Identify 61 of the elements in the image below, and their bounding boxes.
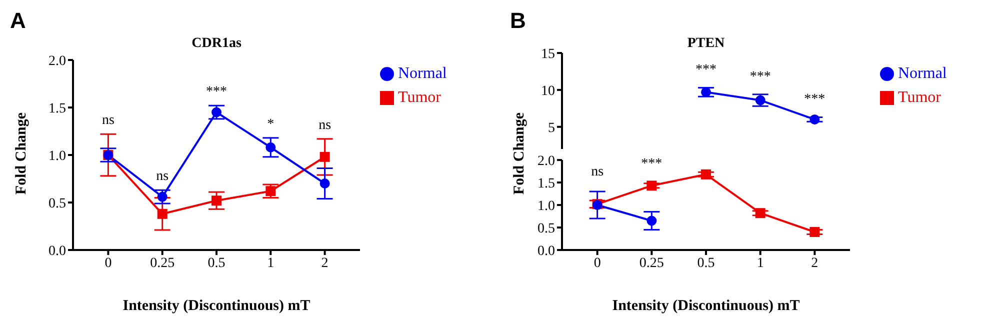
- x-tick-label: 1: [267, 256, 274, 271]
- chart-title: PTEN: [686, 36, 726, 52]
- point: [212, 107, 222, 118]
- x-tick-label: 0.5: [208, 256, 226, 271]
- x-tick-label: 0.25: [150, 256, 175, 271]
- point: [646, 216, 657, 226]
- legend-label: Tumor: [398, 89, 441, 106]
- x-tick-label: 0: [594, 256, 601, 271]
- annotation: ***: [641, 156, 662, 172]
- legend-label: Tumor: [898, 89, 941, 106]
- point: [212, 196, 222, 206]
- point: [701, 87, 711, 98]
- point: [266, 186, 276, 196]
- chart-title: CDR1as: [190, 36, 242, 52]
- x-axis-title: Intensity (Discontinuous) mT: [611, 298, 801, 315]
- annotation: ns: [102, 113, 114, 128]
- x-axis-title: Intensity (Discontinuous) mT: [122, 298, 312, 315]
- annotation: ***: [206, 84, 227, 100]
- y-tick-label: 0.0: [538, 244, 555, 259]
- y-tick-label: 0.0: [48, 244, 66, 259]
- point: [755, 95, 766, 106]
- annotation: *: [267, 116, 274, 132]
- y-tick-label: 1.0: [48, 148, 66, 164]
- x-tick-label: 2: [811, 256, 818, 271]
- point: [755, 208, 766, 218]
- point: [646, 180, 657, 191]
- y-tick-label: 1.5: [48, 101, 66, 116]
- annotation: ns: [318, 118, 332, 133]
- text: A: [10, 8, 26, 34]
- y-tick-label: 1.5: [538, 176, 555, 192]
- y-tick-label: 0.5: [48, 196, 66, 212]
- point: [320, 178, 330, 188]
- y-tick-label: 5: [548, 120, 555, 136]
- y-tick-label: 1.0: [538, 198, 555, 214]
- y-tick-label: 2.0: [538, 154, 555, 169]
- y-tick-label: 15: [541, 46, 555, 62]
- annotation: ***: [804, 92, 826, 108]
- point: [266, 142, 276, 152]
- point: [701, 169, 711, 180]
- x-tick-label: 1: [756, 256, 764, 271]
- y-axis-title: Fold Change: [512, 111, 528, 197]
- legend-label: Normal: [898, 65, 947, 82]
- y-tick-label: 0.5: [538, 221, 555, 236]
- x-tick-label: 0.5: [697, 256, 715, 271]
- annotation: ns: [156, 169, 169, 184]
- y-axis-title: Fold Change: [14, 111, 30, 197]
- point: [157, 208, 168, 219]
- point: [810, 114, 820, 124]
- point: [157, 192, 168, 202]
- annotation: ***: [696, 62, 716, 78]
- y-tick-label: 10: [541, 84, 555, 99]
- point: [810, 227, 820, 237]
- x-tick-label: 0: [104, 256, 112, 271]
- text: B: [510, 8, 526, 34]
- y-tick-label: 2.0: [48, 54, 66, 69]
- annotation: ***: [750, 69, 771, 84]
- point: [320, 152, 330, 162]
- annotation: ns: [591, 164, 604, 180]
- x-tick-label: 2: [321, 256, 328, 271]
- x-tick-label: 0.25: [639, 256, 664, 271]
- legend-label: Normal: [398, 65, 447, 82]
